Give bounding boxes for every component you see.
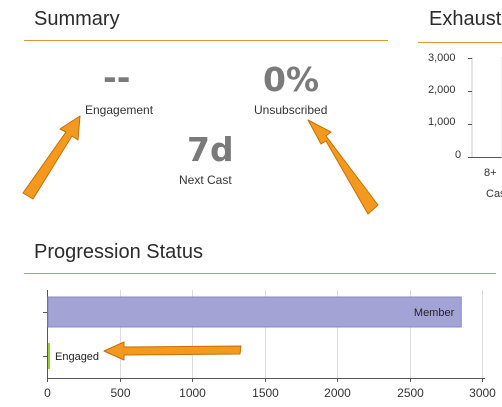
bar-member <box>47 296 462 328</box>
unsubscribed-label: Unsubscribed <box>254 103 328 117</box>
bar-label-member: Member <box>414 307 455 319</box>
x-tick-label: 3000 <box>469 386 496 400</box>
summary-divider <box>24 40 388 41</box>
engagement-label: Engagement <box>85 103 154 117</box>
exhaustion-x-tick: 8+ <box>484 167 497 179</box>
exhaustion-x-label: Cas <box>486 188 502 200</box>
next-cast-value: 7d <box>187 130 234 169</box>
x-tick-label: 500 <box>110 386 130 400</box>
exhaustion-divider <box>418 42 502 43</box>
exhaustion-y-tick: 0 <box>455 149 462 161</box>
progression-divider <box>24 273 496 274</box>
summary-title: Summary <box>34 8 120 30</box>
bar-label-engaged: Engaged <box>55 351 99 363</box>
next-cast-label: Next Cast <box>179 173 232 187</box>
x-tick-label: 2500 <box>397 386 424 400</box>
exhaustion-title: Exhaust <box>429 8 502 30</box>
engagement-value: -- <box>103 58 131 97</box>
exhaustion-y-tick: 1,000 <box>428 116 456 128</box>
x-tick-label: 1500 <box>252 386 279 400</box>
progression-title: Progression Status <box>34 241 203 263</box>
x-tick-label: 2000 <box>324 386 351 400</box>
exhaustion-y-tick: 2,000 <box>428 84 456 96</box>
bar-engaged <box>48 343 50 369</box>
exhaustion-y-tick: 3,000 <box>428 52 456 64</box>
unsubscribed-value: 0% <box>263 60 320 99</box>
x-tick-label: 1000 <box>179 386 206 400</box>
x-tick-label: 0 <box>44 386 51 400</box>
